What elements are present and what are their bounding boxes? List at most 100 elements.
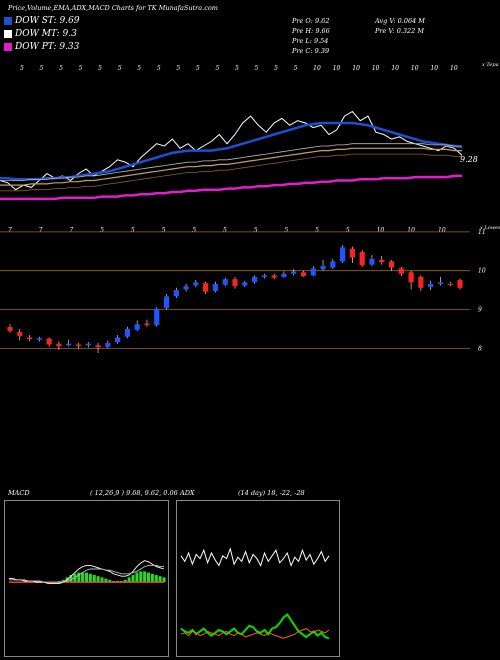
- macd-histogram-bar: [85, 572, 88, 583]
- vol-tick-label: 5: [274, 65, 278, 72]
- price-tick-label: 5: [162, 227, 166, 234]
- vol-tick-label: 10: [450, 65, 458, 72]
- macd-histogram-bar: [158, 576, 162, 583]
- macd-line-main: [9, 560, 165, 584]
- price-tick-label: 5: [254, 227, 258, 234]
- vol-tick-label: 5: [20, 65, 24, 72]
- vol-tick-label: 10: [430, 65, 438, 72]
- candle-body: [408, 272, 414, 283]
- vol-tick-label: 5: [294, 65, 298, 72]
- vol-axis-label: x Tepu: [482, 62, 499, 68]
- candle-body: [154, 308, 160, 326]
- legend-label-st: DOW ST: 9.69: [15, 16, 80, 26]
- candle-body: [232, 279, 238, 287]
- price-tick-label: 7: [69, 227, 73, 234]
- candle-body: [26, 337, 33, 340]
- legend-swatch-mt: [4, 30, 12, 38]
- vol-tick-label: 5: [176, 65, 180, 72]
- candle-body: [115, 337, 121, 343]
- macd-histogram-bar: [92, 575, 96, 583]
- macd-histogram-bar: [61, 579, 65, 583]
- candle-body: [36, 338, 42, 340]
- legend-item-pt: DOW PT: 9.33: [4, 42, 79, 52]
- candle-body: [17, 332, 23, 336]
- price-tick-label: 5: [100, 227, 104, 234]
- candle-body: [428, 283, 434, 288]
- macd-histogram-bar: [96, 576, 100, 583]
- candle-body: [56, 343, 62, 347]
- vol-line-white: [0, 110, 463, 191]
- price-tick-label: 7: [39, 227, 43, 234]
- price-y-tick-label: 10: [478, 268, 486, 275]
- ema-line-magenta: [0, 174, 462, 201]
- candle-body: [359, 252, 365, 266]
- price-tick-label: 7: [8, 227, 12, 234]
- macd-histogram-bar: [135, 572, 139, 583]
- macd-histogram-bar: [88, 573, 92, 583]
- candle-body: [193, 282, 199, 286]
- legend-item-st: DOW ST: 9.69: [4, 16, 80, 26]
- price-y-tick-label: 11: [478, 229, 486, 236]
- macd-panel: [4, 500, 169, 657]
- legend-swatch-st: [4, 17, 12, 25]
- ema-line-gold: [0, 147, 462, 186]
- adx-line-main: [180, 547, 330, 568]
- macd-histogram-bar: [147, 572, 150, 583]
- macd-line-signal: [9, 564, 164, 583]
- ema-line-grey: [0, 143, 462, 181]
- vol-tick-label: 5: [196, 65, 200, 72]
- candle-body: [124, 328, 130, 337]
- macd-histogram-bar: [104, 578, 108, 583]
- macd-histogram-bar: [131, 575, 135, 583]
- legend-item-mt: DOW MT: 9.3: [4, 29, 77, 39]
- candle-body: [46, 338, 52, 345]
- candle-body: [349, 248, 355, 258]
- price-tick-label: 10: [407, 227, 415, 234]
- adx-plot: [180, 547, 330, 640]
- vol-tick-label: 5: [157, 65, 161, 72]
- candle-body: [242, 282, 248, 286]
- macd-histogram-bar: [127, 577, 131, 583]
- price-tick-label: 5: [131, 227, 135, 234]
- macd-histogram-bar: [162, 577, 166, 583]
- legend-label-pt: DOW PT: 9.33: [15, 42, 80, 52]
- price-tick-label: 5: [284, 227, 288, 234]
- adx-panel: [176, 500, 340, 657]
- candle-body: [340, 247, 346, 262]
- vol-tick-label: 5: [118, 65, 122, 72]
- candle-body: [457, 280, 463, 288]
- vol-tick-label: 10: [352, 65, 360, 72]
- macd-histogram-bar: [77, 572, 81, 583]
- adx-params: (14 day) 18, -22, -28: [238, 489, 305, 497]
- candle-body: [310, 268, 316, 276]
- vol-tick-label: 10: [372, 65, 380, 72]
- macd-histogram-bar: [123, 579, 127, 583]
- stat-prev-open: Pre O: 9.62: [292, 17, 330, 25]
- candle-body: [320, 266, 326, 270]
- candle-body: [183, 286, 189, 290]
- price-tick-label: 10: [438, 227, 446, 234]
- vol-tick-label: 5: [40, 65, 44, 72]
- adx-line-minus: [180, 628, 330, 639]
- candle-body: [261, 275, 267, 277]
- price-tick-label: 5: [223, 227, 227, 234]
- macd-histogram-bar: [143, 571, 147, 583]
- candle-body: [105, 342, 111, 347]
- candle-body: [144, 323, 150, 326]
- candle-body: [134, 324, 140, 330]
- vol-tick-label: 5: [255, 65, 259, 72]
- candle-body: [330, 261, 336, 268]
- macd-histogram-bar: [154, 575, 158, 583]
- candle-body: [66, 343, 72, 346]
- macd-params: ( 12,26,9 ) 9.68, 9.62, 0.06: [90, 489, 178, 497]
- macd-histogram-bar: [150, 573, 154, 583]
- price-y-tick-label: 8: [478, 345, 482, 352]
- candle-body: [163, 296, 170, 308]
- vol-tick-label: 5: [235, 65, 239, 72]
- candle-body: [369, 259, 375, 265]
- candle-body: [75, 344, 82, 347]
- stat-prev-low: Pre L: 9.54: [292, 37, 329, 45]
- stat-prev-high: Pre H: 9.66: [292, 27, 330, 35]
- candle-body: [212, 283, 219, 291]
- chart-title: Price,Volume,EMA,ADX,MACD Charts for TK …: [8, 4, 218, 12]
